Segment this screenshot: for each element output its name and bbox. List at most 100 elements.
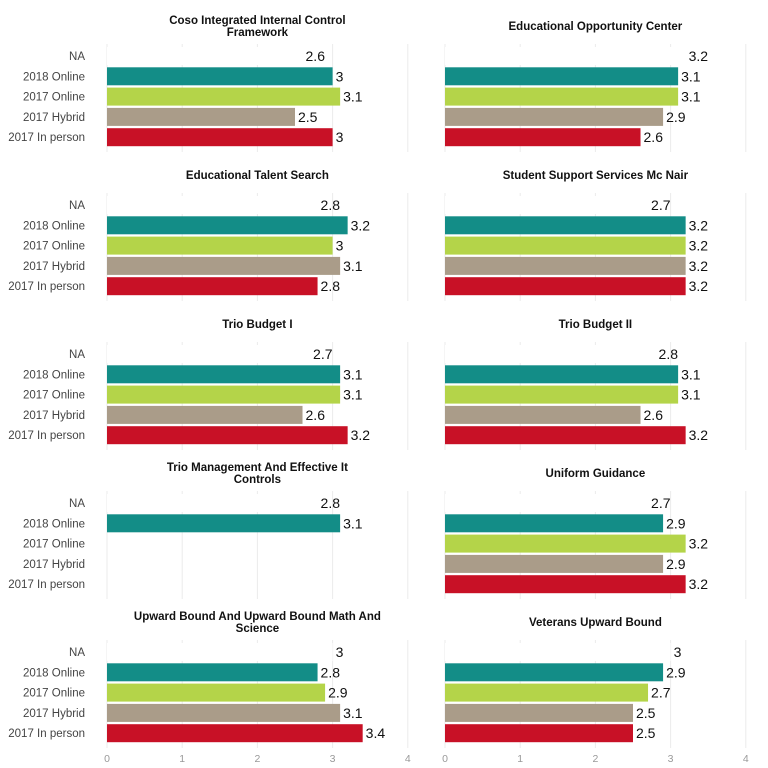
panel-7-category-label: 2017 Hybrid <box>23 559 85 571</box>
panel-6-bar-2018-online <box>445 365 679 384</box>
panel-8-bar-2017-online <box>445 534 686 553</box>
panel-1-category-label: NA <box>69 51 85 63</box>
panel-4-bar-2017-in-person <box>445 277 686 296</box>
panel-3-category-label: 2018 Online <box>23 220 85 232</box>
panel-3-category-label: 2017 Hybrid <box>23 261 85 273</box>
panel-2-bar-2018-online <box>445 67 679 86</box>
panel-1-category-label: 2018 Online <box>23 71 85 83</box>
panel-1-value-label: 3 <box>336 68 344 84</box>
panel-5-bar-na <box>107 345 311 363</box>
panel-10-x-tick-label: 3 <box>668 753 674 765</box>
panel-6-value-label: 3.1 <box>681 366 701 382</box>
panel-1-category-label: 2017 Online <box>23 92 85 104</box>
panel-1-bar-2018-online <box>107 67 333 86</box>
panel-7-bar-2018-online <box>107 514 341 533</box>
panel-2-bar-2017-in-person <box>445 128 641 147</box>
panel-8-bar-2017-hybrid <box>445 554 664 573</box>
panel-9-category-label: 2017 In person <box>8 728 85 740</box>
panel-6-value-label: 2.8 <box>659 346 679 362</box>
panel-8-title: Uniform Guidance <box>546 468 646 480</box>
panel-5-value-label: 3.2 <box>351 427 371 443</box>
panel-1-category-label: 2017 In person <box>8 132 85 144</box>
panel-9-bar-2017-in-person <box>107 724 363 743</box>
panel-3-value-label: 3.2 <box>351 217 371 233</box>
panel-5-category-label: 2018 Online <box>23 369 85 381</box>
panel-10-bar-2017-in-person <box>445 724 633 743</box>
panel-3-bar-2017-in-person <box>107 277 318 296</box>
panel-9-title-line-2: Science <box>236 623 279 635</box>
panel-4-bar-2018-online <box>445 216 686 235</box>
panel-9-bar-2017-online <box>107 683 326 702</box>
panel-1-bar-2017-hybrid <box>107 107 295 126</box>
panel-8-value-label: 3.2 <box>689 576 709 592</box>
panel-9-x-tick-label: 2 <box>254 753 260 765</box>
panel-8-bar-2017-in-person <box>445 575 686 594</box>
panel-9-category-label: 2017 Hybrid <box>23 708 85 720</box>
panel-9-value-label: 3.4 <box>366 725 386 741</box>
panel-8-value-label: 3.2 <box>689 536 709 552</box>
panel-5-category-label: 2017 Online <box>23 390 85 402</box>
panel-2-bar-na <box>445 47 686 65</box>
panel-2-value-label: 3.1 <box>681 89 701 105</box>
panel-1-value-label: 3.1 <box>343 89 363 105</box>
panel-1-value-label: 3 <box>336 129 344 145</box>
panel-4-value-label: 3.2 <box>689 258 709 274</box>
panel-6-bar-2017-online <box>445 385 679 404</box>
panel-5-title: Trio Budget I <box>222 319 292 331</box>
panel-6-bar-na <box>445 345 656 363</box>
panel-10-title: Veterans Upward Bound <box>529 617 662 629</box>
panel-5-value-label: 3.1 <box>343 387 363 403</box>
panel-10-x-tick-label: 4 <box>743 753 749 765</box>
panel-7-category-label: 2017 In person <box>8 579 85 591</box>
panel-1-bar-2017-online <box>107 87 341 106</box>
panel-5-value-label: 2.6 <box>306 407 326 423</box>
panel-7-value-label: 2.8 <box>321 495 341 511</box>
panel-7-title-line-2: Controls <box>234 474 281 486</box>
panel-2-bar-2017-hybrid <box>445 107 664 126</box>
panel-4-bar-2017-hybrid <box>445 256 686 275</box>
panel-4-bar-2017-online <box>445 236 686 255</box>
panel-9-title-line-1: Upward Bound And Upward Bound Math And <box>134 611 381 623</box>
panel-3-bar-2017-online <box>107 236 333 255</box>
panel-10-x-tick-label: 2 <box>592 753 598 765</box>
panel-5-bar-2018-online <box>107 365 341 384</box>
panel-2-bar-2017-online <box>445 87 679 106</box>
panel-5-category-label: 2017 Hybrid <box>23 410 85 422</box>
panel-3-value-label: 3.1 <box>343 258 363 274</box>
panel-5-value-label: 3.1 <box>343 366 363 382</box>
panel-2-title: Educational Opportunity Center <box>509 21 683 33</box>
panel-10-value-label: 2.9 <box>666 664 686 680</box>
panel-4-value-label: 3.2 <box>689 278 709 294</box>
panel-1-title-line-1: Coso Integrated Internal Control <box>169 15 345 27</box>
panel-9-x-tick-label: 3 <box>330 753 336 765</box>
panel-8-value-label: 2.9 <box>666 556 686 572</box>
panel-3-value-label: 2.8 <box>321 197 341 213</box>
panel-9-x-tick-label: 0 <box>104 753 110 765</box>
panel-1-value-label: 2.5 <box>298 109 318 125</box>
panel-7-value-label: 3.1 <box>343 515 363 531</box>
panel-7-category-label: NA <box>69 498 85 510</box>
panel-2-value-label: 2.6 <box>644 129 664 145</box>
panel-5-category-label: NA <box>69 349 85 361</box>
panel-10-value-label: 2.7 <box>651 685 671 701</box>
panel-9-value-label: 3.1 <box>343 705 363 721</box>
panel-10-bar-2018-online <box>445 663 664 682</box>
panel-9-category-label: NA <box>69 647 85 659</box>
panel-2-value-label: 3.1 <box>681 68 701 84</box>
panel-9-bar-2018-online <box>107 663 318 682</box>
panel-8-bar-2018-online <box>445 514 664 533</box>
panel-6-title: Trio Budget II <box>559 319 632 331</box>
panel-8-value-label: 2.9 <box>666 515 686 531</box>
panel-9-x-tick-label: 1 <box>179 753 185 765</box>
panel-3-category-label: 2017 Online <box>23 241 85 253</box>
panel-8-value-label: 2.7 <box>651 495 671 511</box>
panel-9-x-tick-label: 4 <box>405 753 411 765</box>
panel-4-title: Student Support Services Mc Nair <box>503 170 689 182</box>
panel-7-category-label: 2017 Online <box>23 539 85 551</box>
panel-10-x-tick-label: 0 <box>442 753 448 765</box>
panel-5-bar-2017-hybrid <box>107 405 303 424</box>
panel-3-title: Educational Talent Search <box>186 170 329 182</box>
panel-9-bar-2017-hybrid <box>107 703 341 722</box>
panel-6-bar-2017-in-person <box>445 426 686 445</box>
